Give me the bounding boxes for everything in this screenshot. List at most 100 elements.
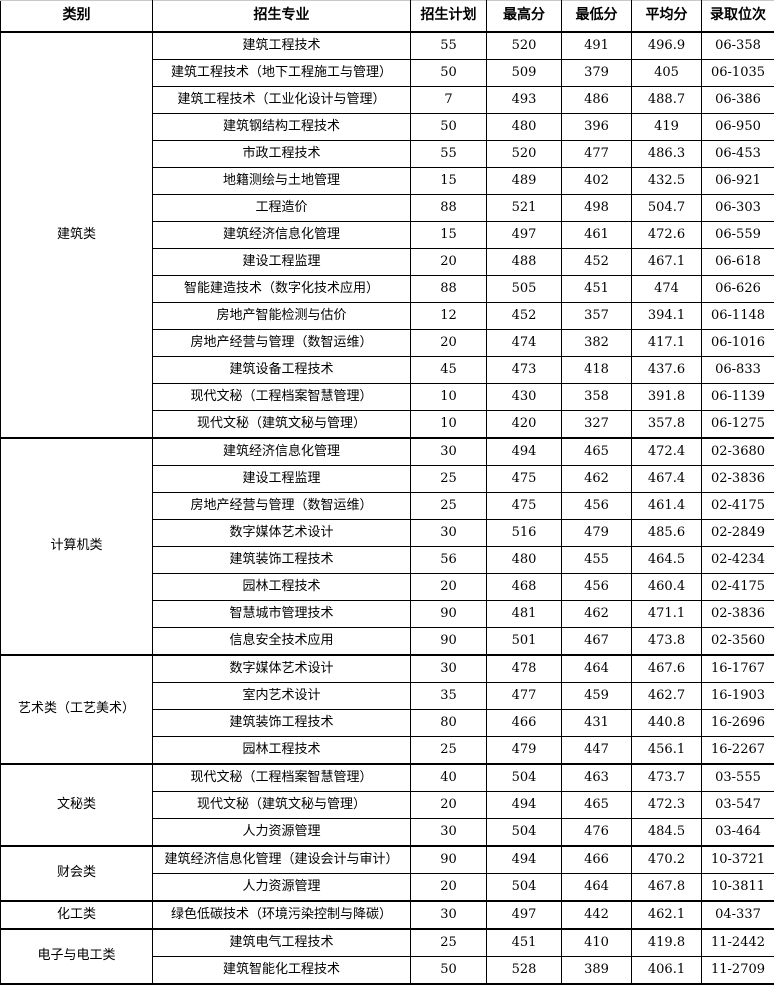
rank-cell: 02-4234	[702, 547, 774, 574]
max-score-cell: 474	[487, 330, 562, 357]
plan-cell: 25	[411, 493, 487, 520]
min-score-cell: 447	[562, 737, 632, 765]
rank-cell: 06-833	[702, 357, 774, 384]
min-score-cell: 431	[562, 710, 632, 737]
category-cell: 计算机类	[1, 438, 153, 655]
max-score-cell: 430	[487, 384, 562, 411]
rank-cell: 02-4175	[702, 574, 774, 601]
max-score-cell: 468	[487, 574, 562, 601]
max-score-cell: 480	[487, 114, 562, 141]
plan-cell: 90	[411, 601, 487, 628]
min-score-cell: 358	[562, 384, 632, 411]
min-score-cell: 465	[562, 438, 632, 466]
min-score-cell: 410	[562, 929, 632, 957]
max-score-cell: 479	[487, 737, 562, 765]
plan-cell: 80	[411, 710, 487, 737]
plan-cell: 20	[411, 874, 487, 902]
max-score-cell: 451	[487, 929, 562, 957]
col-header-rank: 录取位次	[702, 1, 774, 33]
min-score-cell: 379	[562, 60, 632, 87]
major-cell: 建设工程监理	[153, 249, 411, 276]
min-score-cell: 396	[562, 114, 632, 141]
max-score-cell: 420	[487, 411, 562, 439]
min-score-cell: 491	[562, 32, 632, 60]
rank-cell: 16-1767	[702, 655, 774, 683]
min-score-cell: 389	[562, 957, 632, 985]
min-score-cell: 498	[562, 195, 632, 222]
max-score-cell: 480	[487, 547, 562, 574]
plan-cell: 15	[411, 168, 487, 195]
rank-cell: 03-464	[702, 819, 774, 847]
plan-cell: 30	[411, 819, 487, 847]
rank-cell: 11-2709	[702, 957, 774, 985]
plan-cell: 50	[411, 60, 487, 87]
major-cell: 建筑经济信息化管理（建设会计与审计）	[153, 846, 411, 874]
plan-cell: 40	[411, 764, 487, 792]
min-score-cell: 479	[562, 520, 632, 547]
max-score-cell: 473	[487, 357, 562, 384]
major-cell: 建设工程监理	[153, 466, 411, 493]
category-cell: 化工类	[1, 901, 153, 929]
avg-score-cell: 462.7	[632, 683, 702, 710]
avg-score-cell: 437.6	[632, 357, 702, 384]
min-score-cell: 456	[562, 574, 632, 601]
major-cell: 建筑智能化工程技术	[153, 957, 411, 985]
plan-cell: 30	[411, 520, 487, 547]
plan-cell: 20	[411, 249, 487, 276]
avg-score-cell: 488.7	[632, 87, 702, 114]
avg-score-cell: 467.6	[632, 655, 702, 683]
avg-score-cell: 394.1	[632, 303, 702, 330]
max-score-cell: 505	[487, 276, 562, 303]
major-cell: 智慧城市管理技术	[153, 601, 411, 628]
max-score-cell: 528	[487, 957, 562, 985]
rank-cell: 06-386	[702, 87, 774, 114]
max-score-cell: 501	[487, 628, 562, 656]
major-cell: 园林工程技术	[153, 574, 411, 601]
major-cell: 室内艺术设计	[153, 683, 411, 710]
rank-cell: 02-4175	[702, 493, 774, 520]
avg-score-cell: 467.8	[632, 874, 702, 902]
avg-score-cell: 419.8	[632, 929, 702, 957]
min-score-cell: 464	[562, 655, 632, 683]
max-score-cell: 520	[487, 141, 562, 168]
major-cell: 现代文秘（工程档案智慧管理）	[153, 384, 411, 411]
col-header-category: 类别	[1, 1, 153, 33]
category-cell: 电子与电工类	[1, 929, 153, 984]
col-header-avg-score: 平均分	[632, 1, 702, 33]
min-score-cell: 486	[562, 87, 632, 114]
major-cell: 人力资源管理	[153, 819, 411, 847]
major-cell: 建筑装饰工程技术	[153, 547, 411, 574]
min-score-cell: 461	[562, 222, 632, 249]
min-score-cell: 382	[562, 330, 632, 357]
rank-cell: 06-303	[702, 195, 774, 222]
major-cell: 数字媒体艺术设计	[153, 655, 411, 683]
major-cell: 建筑工程技术	[153, 32, 411, 60]
rank-cell: 16-2696	[702, 710, 774, 737]
col-header-plan: 招生计划	[411, 1, 487, 33]
rank-cell: 06-1139	[702, 384, 774, 411]
plan-cell: 30	[411, 655, 487, 683]
plan-cell: 50	[411, 114, 487, 141]
col-header-major: 招生专业	[153, 1, 411, 33]
major-cell: 数字媒体艺术设计	[153, 520, 411, 547]
rank-cell: 06-358	[702, 32, 774, 60]
max-score-cell: 475	[487, 493, 562, 520]
avg-score-cell: 470.2	[632, 846, 702, 874]
rank-cell: 04-337	[702, 901, 774, 929]
rank-cell: 06-1275	[702, 411, 774, 439]
max-score-cell: 497	[487, 222, 562, 249]
max-score-cell: 494	[487, 438, 562, 466]
plan-cell: 55	[411, 141, 487, 168]
min-score-cell: 465	[562, 792, 632, 819]
min-score-cell: 455	[562, 547, 632, 574]
avg-score-cell: 474	[632, 276, 702, 303]
rank-cell: 06-453	[702, 141, 774, 168]
plan-cell: 10	[411, 384, 487, 411]
min-score-cell: 464	[562, 874, 632, 902]
max-score-cell: 452	[487, 303, 562, 330]
major-cell: 绿色低碳技术（环境污染控制与降碳）	[153, 901, 411, 929]
min-score-cell: 327	[562, 411, 632, 439]
